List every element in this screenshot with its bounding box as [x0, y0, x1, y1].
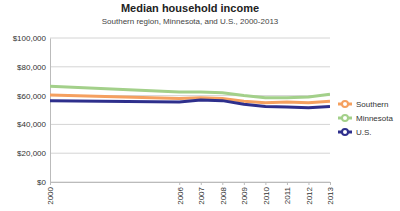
tick-label: $100,000: [13, 34, 47, 43]
axis-line: [50, 39, 51, 183]
series-group: [50, 86, 330, 108]
grid-line: [50, 153, 330, 154]
tick-label: 2006: [176, 186, 185, 204]
subtitle: Southern region, Minnesota, and U.S., 20…: [102, 17, 279, 26]
tick-mark: [244, 182, 245, 185]
legend: Southern Minnesota U.S.: [338, 100, 393, 137]
tick-label: 2010: [262, 186, 271, 204]
tick-label: 2007: [197, 186, 206, 204]
chart: Median household income Southern region, …: [0, 0, 400, 211]
tick: 2006: [176, 182, 185, 205]
y-axis: $0 $20,000 $40,000 $60,000 $80,000 $100,000: [13, 34, 51, 187]
tick-mark: [308, 182, 309, 185]
grid: [50, 38, 330, 182]
tick: 2013: [326, 182, 335, 205]
tick-mark: [201, 182, 202, 185]
legend-swatch: [342, 115, 348, 121]
tick: 2007: [197, 182, 206, 205]
tick: 2009: [240, 182, 249, 205]
plot: $0 $20,000 $40,000 $60,000 $80,000 $100,000 20…: [13, 34, 336, 205]
grid-line: [50, 66, 330, 67]
tick-label: 2008: [219, 186, 228, 204]
tick-label: 2012: [305, 186, 314, 204]
title: Median household income: [121, 2, 259, 14]
tick-label: $80,000: [17, 63, 46, 72]
tick: $0: [37, 178, 50, 187]
tick-mark: [330, 182, 331, 185]
tick: 2012: [305, 182, 314, 205]
legend-swatch: [342, 101, 348, 107]
tick-mark: [287, 182, 288, 185]
legend-label: Minnesota: [356, 114, 393, 123]
legend-label: U.S.: [356, 128, 372, 137]
tick: $80,000: [17, 63, 50, 72]
tick-label: 2013: [326, 186, 335, 204]
tick: $100,000: [13, 34, 50, 43]
tick-label: $20,000: [17, 149, 46, 158]
grid-line: [50, 38, 330, 39]
tick: 2008: [219, 182, 228, 205]
tick-mark: [265, 182, 266, 185]
tick: $40,000: [17, 120, 50, 129]
series-line: [50, 86, 330, 98]
tick-mark: [222, 182, 223, 185]
tick-label: 2000: [46, 186, 55, 204]
tick-label: 2009: [240, 186, 249, 204]
tick-label: 2011: [283, 186, 292, 204]
tick-mark: [179, 182, 180, 185]
legend-swatch: [342, 129, 348, 135]
tick: 2011: [283, 182, 292, 204]
tick-label: $40,000: [17, 120, 46, 129]
grid-line: [50, 124, 330, 125]
axis-line: [51, 182, 331, 183]
tick: 2000: [46, 182, 55, 205]
tick: 2010: [262, 182, 271, 205]
legend-label: Southern: [356, 100, 388, 109]
tick-label: $60,000: [17, 92, 46, 101]
tick-label: $0: [37, 178, 46, 187]
x-axis: 2000 2006 2007 2008 2009 2010 2011 2012 2013: [46, 182, 335, 205]
tick-mark: [50, 182, 51, 185]
tick: $60,000: [17, 92, 50, 101]
tick: $20,000: [17, 149, 50, 158]
series-line: [50, 100, 330, 108]
grid-line: [50, 182, 330, 183]
